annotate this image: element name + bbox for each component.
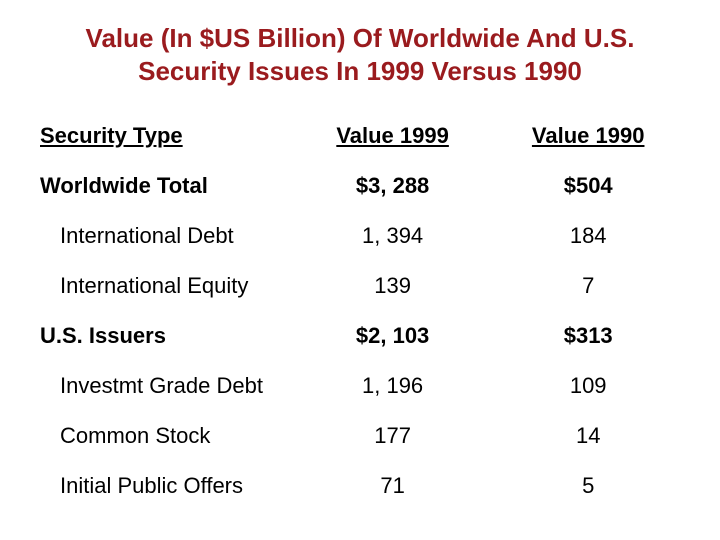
row-value-1999: 139 xyxy=(295,261,491,311)
table-row: Common Stock17714 xyxy=(34,411,686,461)
row-value-1990: 184 xyxy=(490,211,686,261)
row-value-1999: $3, 288 xyxy=(295,161,491,211)
slide-container: Value (In $US Billion) Of Worldwide And … xyxy=(0,0,720,540)
col-header-value-1990: Value 1990 xyxy=(490,111,686,161)
slide-title: Value (In $US Billion) Of Worldwide And … xyxy=(34,22,686,87)
row-label: International Debt xyxy=(34,211,295,261)
title-line-2: Security Issues In 1999 Versus 1990 xyxy=(138,56,582,86)
row-value-1999: 1, 196 xyxy=(295,361,491,411)
security-value-table: Security Type Value 1999 Value 1990 Worl… xyxy=(34,111,686,511)
row-label: U.S. Issuers xyxy=(34,311,295,361)
col-header-value-1999: Value 1999 xyxy=(295,111,491,161)
row-value-1999: 71 xyxy=(295,461,491,511)
table-row: International Debt1, 394184 xyxy=(34,211,686,261)
row-label: Common Stock xyxy=(34,411,295,461)
row-value-1990: 109 xyxy=(490,361,686,411)
table-row: International Equity1397 xyxy=(34,261,686,311)
title-line-1: Value (In $US Billion) Of Worldwide And … xyxy=(86,23,635,53)
table-row: Worldwide Total$3, 288$504 xyxy=(34,161,686,211)
row-value-1990: 7 xyxy=(490,261,686,311)
row-value-1990: $313 xyxy=(490,311,686,361)
row-value-1999: $2, 103 xyxy=(295,311,491,361)
col-header-security-type: Security Type xyxy=(34,111,295,161)
table-row: Initial Public Offers715 xyxy=(34,461,686,511)
row-value-1999: 1, 394 xyxy=(295,211,491,261)
table-row: U.S. Issuers$2, 103$313 xyxy=(34,311,686,361)
row-value-1990: 5 xyxy=(490,461,686,511)
row-value-1999: 177 xyxy=(295,411,491,461)
table-row: Investmt Grade Debt1, 196109 xyxy=(34,361,686,411)
row-value-1990: 14 xyxy=(490,411,686,461)
table-header-row: Security Type Value 1999 Value 1990 xyxy=(34,111,686,161)
row-label: Worldwide Total xyxy=(34,161,295,211)
row-value-1990: $504 xyxy=(490,161,686,211)
row-label: Initial Public Offers xyxy=(34,461,295,511)
row-label: International Equity xyxy=(34,261,295,311)
row-label: Investmt Grade Debt xyxy=(34,361,295,411)
